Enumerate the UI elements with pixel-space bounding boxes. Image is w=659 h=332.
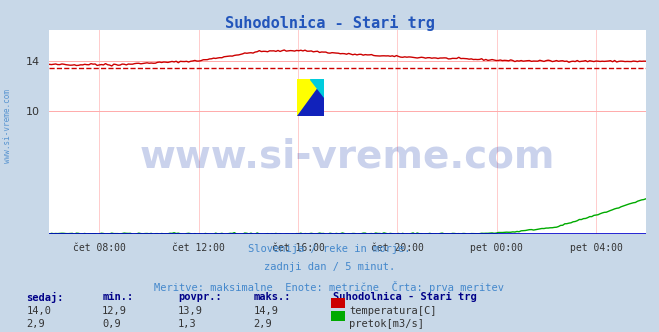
Text: 0,9: 0,9 [102,319,121,329]
Text: 2,9: 2,9 [254,319,272,329]
Text: 14,9: 14,9 [254,306,279,316]
Text: www.si-vreme.com: www.si-vreme.com [3,89,13,163]
Text: 2,9: 2,9 [26,319,45,329]
Text: 13,9: 13,9 [178,306,203,316]
Polygon shape [297,79,324,116]
Polygon shape [310,79,324,97]
Text: 12,9: 12,9 [102,306,127,316]
Text: zadnji dan / 5 minut.: zadnji dan / 5 minut. [264,262,395,272]
Text: temperatura[C]: temperatura[C] [349,306,437,316]
Text: povpr.:: povpr.: [178,292,221,302]
Text: pretok[m3/s]: pretok[m3/s] [349,319,424,329]
Text: 14,0: 14,0 [26,306,51,316]
Text: sedaj:: sedaj: [26,292,64,303]
Text: www.si-vreme.com: www.si-vreme.com [140,137,556,176]
Text: Meritve: maksimalne  Enote: metrične  Črta: prva meritev: Meritve: maksimalne Enote: metrične Črta… [154,281,505,292]
Text: Slovenija / reke in morje.: Slovenija / reke in morje. [248,244,411,254]
Text: Suhodolnica - Stari trg: Suhodolnica - Stari trg [225,15,434,31]
Text: 1,3: 1,3 [178,319,196,329]
Text: Suhodolnica - Stari trg: Suhodolnica - Stari trg [333,292,476,302]
Polygon shape [297,79,324,116]
Text: min.:: min.: [102,292,133,302]
Text: maks.:: maks.: [254,292,291,302]
